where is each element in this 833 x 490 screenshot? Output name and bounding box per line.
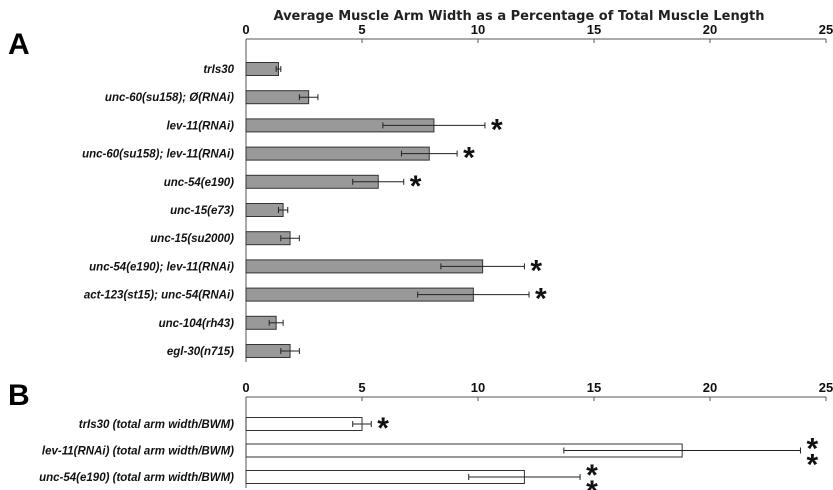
significance-marker-a: * (530, 254, 542, 287)
error-bar-a (417, 291, 530, 298)
category-label-a: unc-15(e73) (170, 205, 234, 217)
error-bar-a (280, 348, 300, 354)
bar-a (245, 203, 284, 217)
significance-marker-a: * (463, 142, 475, 175)
significance-marker-b: * (806, 449, 818, 482)
significance-marker-a: * (535, 283, 547, 316)
error-bar-b (352, 421, 372, 427)
error-bar-a (277, 207, 289, 213)
category-label-a: unc-60(su158); lev-11(RNAi) (82, 149, 234, 161)
bar-a (245, 62, 279, 76)
significance-marker-a: * (491, 113, 503, 146)
category-label-a: lev-11(RNAi) (166, 120, 234, 132)
x-tick-label-a: 5 (358, 22, 365, 37)
panel-label-a: A (8, 28, 30, 61)
panel-label-b: B (8, 379, 30, 412)
significance-marker-b: * (586, 459, 598, 490)
category-label-a: act-123(st15); unc-54(RNAi) (84, 290, 234, 302)
x-tick-label-b: 15 (587, 380, 601, 395)
category-label-a: trIs30 (203, 64, 234, 76)
error-bar-a (280, 235, 300, 242)
bar-b (245, 417, 363, 431)
error-bar-b (468, 474, 581, 480)
chart-b: 0 5 10 15 20 25 trIs30 (total arm width/BWM) * l… (39, 380, 833, 490)
significance-marker-b: * (806, 433, 818, 466)
error-bar-a (352, 178, 405, 185)
category-label-b: trIs30 (total arm width/BWM) (79, 419, 234, 431)
category-label-a: egl-30(n715) (167, 346, 234, 358)
x-tick-label-a: 10 (471, 22, 485, 37)
significance-marker-a: * (410, 170, 422, 203)
x-tick-label-b: 10 (471, 380, 485, 395)
x-tick-label-a: 15 (587, 22, 601, 37)
error-bar-b (563, 447, 801, 454)
x-tick-label-b: 0 (242, 380, 249, 395)
error-bar-a (400, 150, 458, 157)
error-bar-a (268, 319, 284, 326)
chart-title-a: Average Muscle Arm Width as a Percentage… (273, 9, 764, 24)
x-tick-label-b: 20 (703, 380, 717, 395)
significance-marker-b: * (377, 412, 389, 445)
error-bar-a (275, 66, 282, 72)
category-label-a: unc-15(su2000) (150, 233, 234, 245)
x-tick-label-b: 25 (819, 380, 833, 395)
x-tick-label-a: 0 (242, 22, 249, 37)
x-tick-label-a: 20 (703, 22, 717, 37)
category-label-a: unc-54(e190); lev-11(RNAi) (89, 261, 234, 273)
error-bar-a (298, 94, 319, 101)
category-label-a: unc-60(su158); Ø(RNAi) (105, 92, 234, 104)
error-bar-a (440, 263, 525, 270)
category-label-a: unc-104(rh43) (159, 318, 235, 330)
x-tick-label-a: 25 (819, 22, 833, 37)
category-label-b: unc-54(e190) (total arm width/BWM) (39, 472, 234, 484)
x-tick-label-b: 5 (358, 380, 365, 395)
category-label-b: lev-11(RNAi) (total arm width/BWM) (42, 446, 234, 458)
significance-marker-b: * (586, 475, 598, 490)
chart-a: 0 5 10 15 20 25 trIs30 unc-60(su158); Ø(RNAi) le… (82, 22, 833, 362)
category-label-a: unc-54(e190) (164, 177, 234, 189)
error-bar-a (382, 122, 486, 129)
